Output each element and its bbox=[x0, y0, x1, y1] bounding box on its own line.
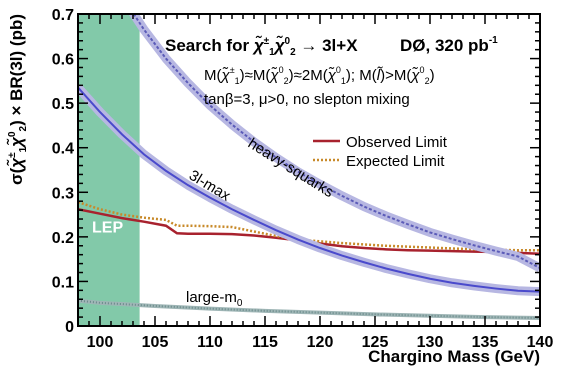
x-tick-label: 105 bbox=[142, 334, 169, 351]
y-tick-label: 0.2 bbox=[52, 230, 74, 247]
y-axis-label: σ(χ̃±1χ̃02) × BR(3l) (pb) bbox=[6, 14, 29, 185]
x-tick-label: 100 bbox=[87, 334, 114, 351]
x-tick-label: 125 bbox=[362, 334, 389, 351]
tick-layer: 100 105 110 115 120 125 130 135 140 0 0.1 0.2 0.3 0.4… bbox=[52, 7, 554, 351]
x-tick-label: 130 bbox=[417, 334, 444, 351]
large-m0-label: large-m0 bbox=[186, 289, 243, 309]
experiment-label: DØ, 320 pb-1 bbox=[400, 35, 498, 55]
y-tick-label: 0 bbox=[65, 319, 74, 336]
legend-expected-label: Expected Limit bbox=[346, 153, 445, 170]
plot-area bbox=[78, 14, 540, 326]
x-axis-label: Chargino Mass (GeV) bbox=[368, 347, 540, 366]
legend-observed-label: Observed Limit bbox=[346, 134, 448, 151]
series-layer bbox=[78, 14, 540, 320]
y-tick-label: 0.1 bbox=[52, 274, 74, 291]
x-tick-label: 140 bbox=[527, 334, 554, 351]
heavy-squarks-curve bbox=[132, 14, 540, 269]
legend: Observed Limit Expected Limit bbox=[313, 134, 448, 170]
parameters-annotation: tanβ=3, μ>0, no slepton mixing bbox=[204, 91, 410, 108]
y-tick-label: 0.4 bbox=[52, 141, 74, 158]
y-tick-label: 0.5 bbox=[52, 96, 74, 113]
lep-excluded-region bbox=[78, 14, 140, 326]
y-tick-label: 0.3 bbox=[52, 185, 74, 202]
mass-relation-annotation: M(χ̃±1)≈M(χ̃02)≈2M(χ̃01); M(l̃)>M(χ̃02) bbox=[204, 65, 435, 86]
x-tick-label: 120 bbox=[307, 334, 334, 351]
x-tick-label: 115 bbox=[252, 334, 278, 351]
3l-max-curve bbox=[78, 86, 540, 293]
x-tick-label: 135 bbox=[472, 334, 499, 351]
large-m0-band bbox=[78, 298, 540, 320]
y-tick-label: 0.6 bbox=[52, 52, 74, 69]
y-tick-label: 0.7 bbox=[52, 7, 74, 24]
x-tick-label: 110 bbox=[197, 334, 223, 351]
chart-title: Search for χ̃±1χ̃02 → 3l+X bbox=[165, 35, 358, 58]
lep-label: LEP bbox=[92, 219, 123, 236]
